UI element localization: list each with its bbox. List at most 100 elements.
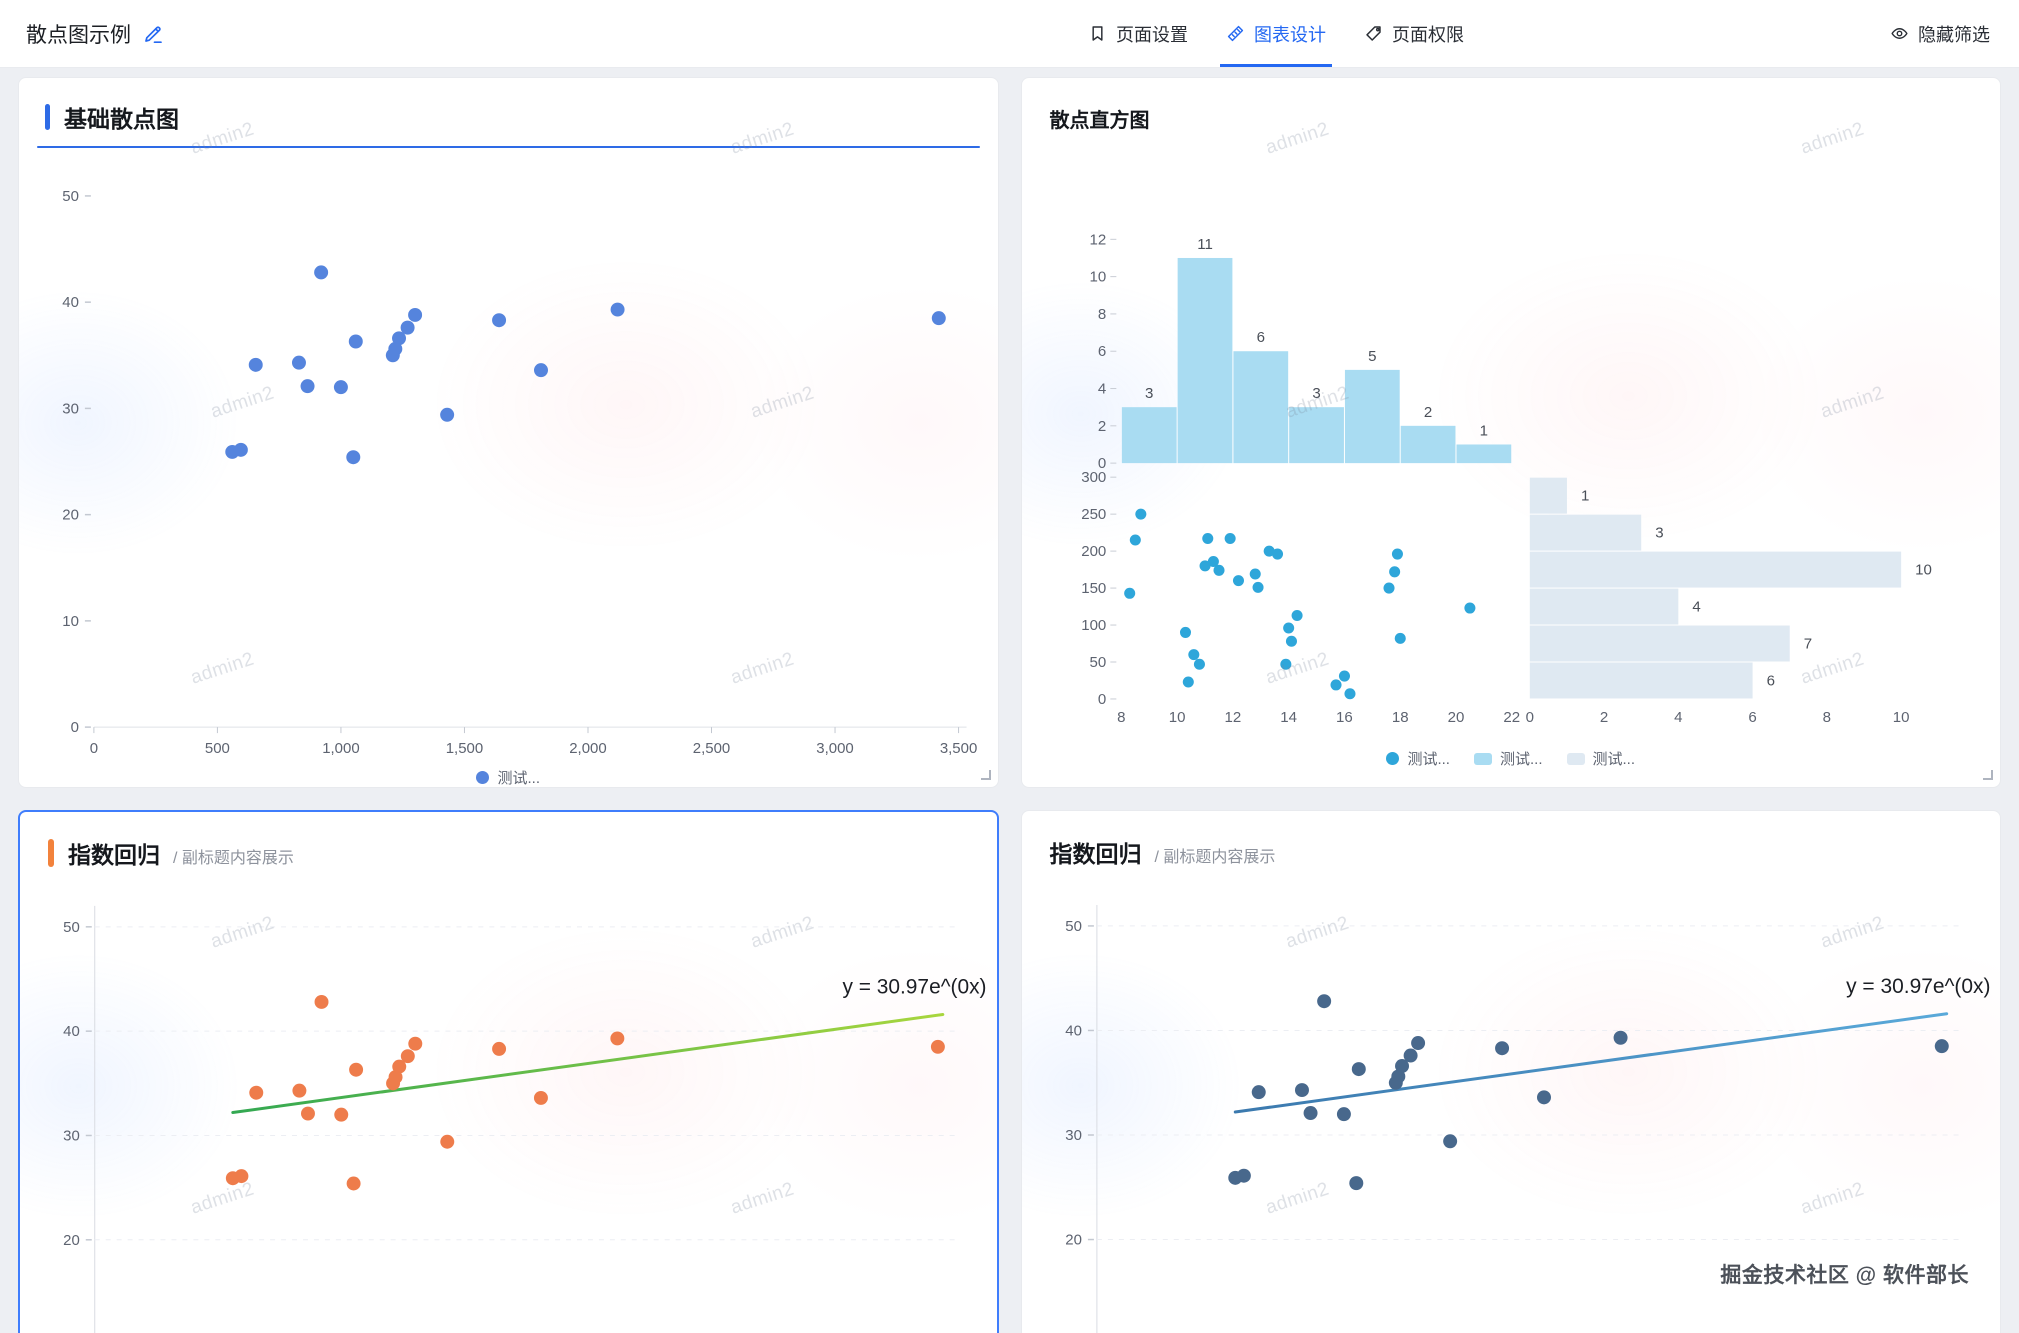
svg-text:12: 12 — [1089, 231, 1106, 248]
panel-subtitle: / 副标题内容展示 — [1154, 848, 1276, 866]
legend-marker-circle — [1386, 752, 1400, 766]
chart-legend: 测试... 测试... 测试... — [1022, 748, 2001, 769]
legend-label: 测试... — [1407, 751, 1450, 769]
svg-text:300: 300 — [1081, 469, 1106, 486]
svg-text:10: 10 — [1089, 269, 1106, 286]
panel-title: 指数回归 — [68, 842, 160, 868]
svg-text:2,000: 2,000 — [569, 740, 606, 757]
hide-filter-button[interactable]: 隐藏筛选 — [1890, 0, 1990, 67]
panel-scatter-histogram: 散点直方图 0 2 4 6 8 10 12 3 11 6 3 5 2 1 0 50 100 150 200 250 30… — [1020, 77, 2001, 788]
panel-title: 散点直方图 — [1049, 110, 1150, 132]
legend-item[interactable]: 测试... — [1566, 748, 1636, 769]
svg-text:500: 500 — [205, 740, 230, 757]
svg-text:10: 10 — [62, 613, 79, 630]
svg-text:6: 6 — [1748, 709, 1756, 726]
exp-regression-orange-chart[interactable]: 20 30 40 50 y = 30.97e^(0x) — [20, 880, 997, 1333]
svg-text:30: 30 — [62, 400, 79, 417]
svg-text:8: 8 — [1117, 709, 1125, 726]
panel-title: 基础散点图 — [64, 106, 179, 132]
svg-text:4: 4 — [1097, 381, 1105, 398]
svg-text:2: 2 — [1097, 418, 1105, 435]
svg-text:3: 3 — [1655, 525, 1663, 542]
svg-text:30: 30 — [1065, 1127, 1082, 1144]
svg-text:50: 50 — [1089, 654, 1106, 671]
nav-tab-label: 页面权限 — [1392, 24, 1464, 45]
panel-accent-bar — [48, 839, 54, 867]
svg-text:100: 100 — [1081, 617, 1106, 634]
dashboard-grid: 基础散点图 0 10 20 30 40 50 0 500 1,000 1,500 2,000 2,50… — [0, 67, 2019, 1333]
legend-marker-square — [1566, 752, 1585, 765]
svg-text:3,000: 3,000 — [816, 740, 853, 757]
svg-text:3: 3 — [1312, 385, 1320, 402]
svg-text:40: 40 — [1065, 1022, 1082, 1039]
svg-text:2: 2 — [1599, 709, 1607, 726]
panel-header: 指数回归 / 副标题内容展示 — [1022, 811, 2001, 879]
top-nav: 页面设置 图表设计 页面权限 — [1088, 0, 1464, 67]
panel-accent-bar — [45, 104, 50, 130]
panel-exp-regression-orange[interactable]: 指数回归 / 副标题内容展示 20 30 40 50 y = 30.97e^(0x) — [18, 810, 999, 1333]
svg-text:6: 6 — [1097, 343, 1105, 360]
exp-regression-blue-chart[interactable]: 20 30 40 50 y = 30.97e^(0x) — [1021, 879, 2000, 1333]
nav-tab-label: 页面设置 — [1116, 24, 1188, 45]
edit-title-button[interactable] — [143, 24, 163, 44]
svg-text:1,000: 1,000 — [322, 740, 359, 757]
resize-handle[interactable] — [1983, 770, 1993, 780]
nav-tab-chart-design[interactable]: 图表设计 — [1220, 0, 1332, 67]
basic-scatter-chart[interactable]: 0 10 20 30 40 50 0 500 1,000 1,500 2,000 2,500 3,000… — [19, 148, 998, 760]
panel-basic-scatter: 基础散点图 0 10 20 30 40 50 0 500 1,000 1,500 2,000 2,50… — [18, 77, 999, 788]
panel-title-underline — [37, 146, 980, 148]
svg-text:150: 150 — [1081, 580, 1106, 597]
svg-text:16: 16 — [1336, 709, 1353, 726]
top-bar-right: 隐藏筛选 — [1890, 0, 1990, 67]
legend-label: 测试... — [1592, 751, 1636, 769]
tag-icon — [1366, 26, 1381, 41]
panel-title: 指数回归 — [1049, 841, 1142, 867]
panel-header: 指数回归 / 副标题内容展示 — [20, 812, 997, 880]
nav-tab-page-settings[interactable]: 页面设置 — [1088, 0, 1188, 67]
svg-text:0: 0 — [1097, 455, 1105, 472]
svg-text:10: 10 — [1168, 709, 1185, 726]
hide-filter-label: 隐藏筛选 — [1918, 24, 1990, 45]
legend-marker-square — [1473, 752, 1492, 765]
svg-text:0: 0 — [1097, 691, 1105, 708]
svg-text:40: 40 — [62, 294, 79, 311]
svg-text:250: 250 — [1081, 506, 1106, 523]
svg-text:7: 7 — [1803, 636, 1811, 653]
svg-text:5: 5 — [1368, 348, 1376, 365]
panel-header: 基础散点图 — [19, 78, 998, 146]
legend-marker-circle — [476, 771, 490, 785]
svg-text:20: 20 — [63, 1232, 80, 1249]
resize-handle[interactable] — [980, 770, 991, 780]
svg-text:14: 14 — [1280, 709, 1297, 726]
svg-text:18: 18 — [1391, 709, 1408, 726]
legend-item[interactable]: 测试... — [1386, 748, 1450, 769]
svg-text:30: 30 — [63, 1127, 80, 1144]
svg-text:10: 10 — [1915, 562, 1932, 579]
svg-text:8: 8 — [1822, 709, 1830, 726]
legend-item[interactable]: 测试... — [1473, 748, 1543, 769]
svg-text:20: 20 — [1447, 709, 1464, 726]
panel-exp-regression-blue: 指数回归 / 副标题内容展示 20 30 40 50 y = 30.97e^(0x) 掘… — [1020, 810, 2001, 1333]
svg-text:4: 4 — [1674, 709, 1682, 726]
legend-item[interactable]: 测试... — [476, 767, 540, 788]
nav-tab-page-permission[interactable]: 页面权限 — [1364, 0, 1464, 67]
svg-text:20: 20 — [1065, 1232, 1082, 1249]
nav-tab-label: 图表设计 — [1254, 24, 1326, 45]
panel-subtitle: / 副标题内容展示 — [173, 849, 294, 867]
title-area: 散点图示例 — [26, 0, 163, 67]
legend-label: 测试... — [1499, 751, 1543, 769]
svg-text:3,500: 3,500 — [940, 740, 977, 757]
svg-text:1,500: 1,500 — [446, 740, 483, 757]
svg-text:3: 3 — [1145, 385, 1153, 402]
svg-text:0: 0 — [71, 719, 79, 736]
svg-text:4: 4 — [1692, 599, 1700, 616]
svg-text:y = 30.97e^(0x): y = 30.97e^(0x) — [1846, 975, 1990, 998]
design-icon — [1227, 25, 1244, 42]
pencil-icon — [145, 25, 162, 43]
svg-text:y = 30.97e^(0x): y = 30.97e^(0x) — [842, 976, 986, 999]
scatter-histogram-chart[interactable]: 0 2 4 6 8 10 12 3 11 6 3 5 2 1 0 50 100 150 200 250 300 8 10 12… — [1021, 147, 2000, 741]
credit-text: 掘金技术社区 @ 软件部长 — [1720, 1264, 1969, 1287]
legend-label: 测试... — [497, 770, 540, 788]
svg-text:0: 0 — [90, 740, 98, 757]
